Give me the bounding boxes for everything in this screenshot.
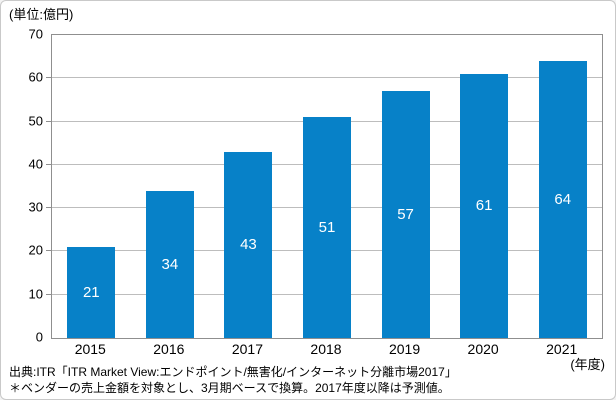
- y-axis-label: 40: [28, 156, 43, 172]
- y-axis-tick: [46, 250, 51, 252]
- bar-value-label: 21: [82, 284, 100, 302]
- y-axis-unit-label: (単位:億円): [9, 7, 74, 22]
- y-axis-tick: [46, 293, 51, 295]
- gridline: [52, 77, 602, 79]
- bar-2018: 51: [303, 117, 351, 338]
- bar-2017: 43: [224, 151, 273, 338]
- y-axis-label: 20: [28, 242, 43, 258]
- y-axis-label: 60: [28, 69, 43, 85]
- x-axis-label: 2021: [546, 341, 578, 357]
- bar-2021: 64: [538, 60, 587, 338]
- bar-value-label: 61: [475, 197, 493, 215]
- bar-value-label: 64: [554, 190, 572, 208]
- x-axis-unit-label: (年度): [570, 357, 605, 372]
- bar-2020: 61: [460, 73, 509, 338]
- bar-2016: 34: [145, 190, 194, 338]
- y-axis-label: 10: [28, 286, 43, 302]
- plot-area: 21 34 43 51 57 61 64: [51, 34, 603, 339]
- x-axis-label: 2016: [153, 341, 185, 357]
- y-axis-tick: [46, 163, 51, 165]
- bar-value-label: 51: [318, 219, 336, 237]
- y-axis-label: 30: [28, 199, 43, 215]
- note-text: ＊ベンダーの売上金額を対象とし、3月期ベースで換算。2017年度以降は予測値。: [9, 380, 450, 395]
- x-axis-label: 2019: [388, 341, 421, 357]
- bar-value-label: 34: [161, 255, 179, 273]
- y-axis-label: 0: [35, 329, 43, 345]
- y-axis-tick: [46, 120, 51, 122]
- footer: 出典:ITR「ITR Market View:エンドポイント/無害化/インターネ…: [9, 365, 457, 396]
- y-axis-tick: [46, 77, 51, 79]
- y-axis-label: 70: [28, 26, 43, 42]
- x-axis-label: 2020: [467, 341, 499, 357]
- x-axis-label: 2017: [231, 341, 263, 357]
- y-axis-label: 50: [28, 113, 43, 129]
- x-axis-label: 2018: [310, 341, 342, 357]
- bar-value-label: 43: [240, 236, 257, 254]
- x-axis-label: 2015: [74, 341, 106, 357]
- bar-2019: 57: [381, 91, 430, 338]
- source-text: 出典:ITR「ITR Market View:エンドポイント/無害化/インターネ…: [9, 365, 457, 379]
- y-axis-tick: [46, 207, 51, 209]
- bar-value-label: 57: [397, 206, 414, 224]
- bar-2015: 21: [67, 247, 116, 338]
